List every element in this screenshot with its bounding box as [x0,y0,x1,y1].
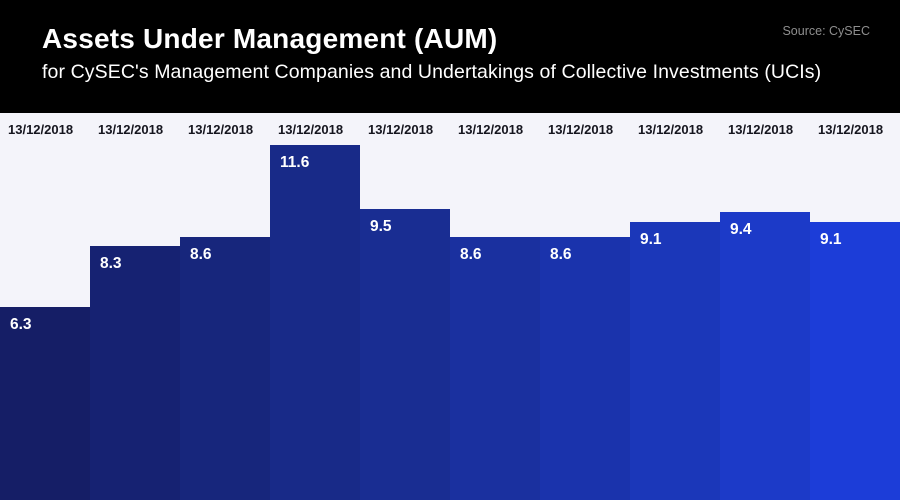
bar: 9.4 [720,212,810,500]
page-title: Assets Under Management (AUM) [42,23,498,54]
bar: 8.6 [540,236,630,500]
bar-date-label: 13/12/2018 [728,122,794,137]
bar: 9.5 [360,209,450,500]
bar-date-label: 13/12/2018 [818,122,884,137]
bar-column: 13/12/2018 9.4 [720,113,810,500]
bar-column: 13/12/2018 8.6 [450,113,540,500]
bar: 9.1 [810,221,900,500]
bar-column: 13/12/2018 8.6 [180,113,270,500]
bar-date-label: 13/12/2018 [548,122,614,137]
bar-value-label: 9.4 [730,221,752,239]
bar: 8.3 [90,246,180,500]
bar: 11.6 [270,145,360,500]
source-label: Source: CySEC [782,24,870,38]
bar-column: 13/12/2018 9.1 [630,113,720,500]
bar-column: 13/12/2018 9.1 [810,113,900,500]
bar-value-label: 8.6 [190,245,212,263]
chart-header: Assets Under Management (AUM) for CySEC'… [0,0,900,113]
page-subtitle: for CySEC's Management Companies and Und… [42,61,822,83]
bar-date-label: 13/12/2018 [188,122,254,137]
bar: 8.6 [180,236,270,500]
bar-value-label: 8.6 [460,245,482,263]
bar-value-label: 8.3 [100,255,122,273]
bar-date-label: 13/12/2018 [638,122,704,137]
bar-date-label: 13/12/2018 [278,122,344,137]
bar-value-label: 8.6 [550,245,572,263]
bar-column: 13/12/2018 9.5 [360,113,450,500]
bar: 8.6 [450,236,540,500]
bar-date-label: 13/12/2018 [8,122,74,137]
bar-column: 13/12/2018 11.6 [270,113,360,500]
bar-column: 13/12/2018 8.3 [90,113,180,500]
bar-date-label: 13/12/2018 [458,122,524,137]
bar-value-label: 9.1 [820,230,842,248]
bar-value-label: 9.5 [370,218,392,236]
bar: 9.1 [630,221,720,500]
bar-chart: 13/12/2018 6.3 13/12/2018 8.3 13/12/2018 8.6 1… [0,113,900,500]
bar-column: 13/12/2018 8.6 [540,113,630,500]
bar-column: 13/12/2018 6.3 [0,113,90,500]
bar-date-label: 13/12/2018 [368,122,434,137]
bar-date-label: 13/12/2018 [98,122,164,137]
bar-value-label: 6.3 [10,316,32,334]
bar-value-label: 9.1 [640,230,662,248]
bar: 6.3 [0,307,90,500]
bar-value-label: 11.6 [280,154,310,172]
